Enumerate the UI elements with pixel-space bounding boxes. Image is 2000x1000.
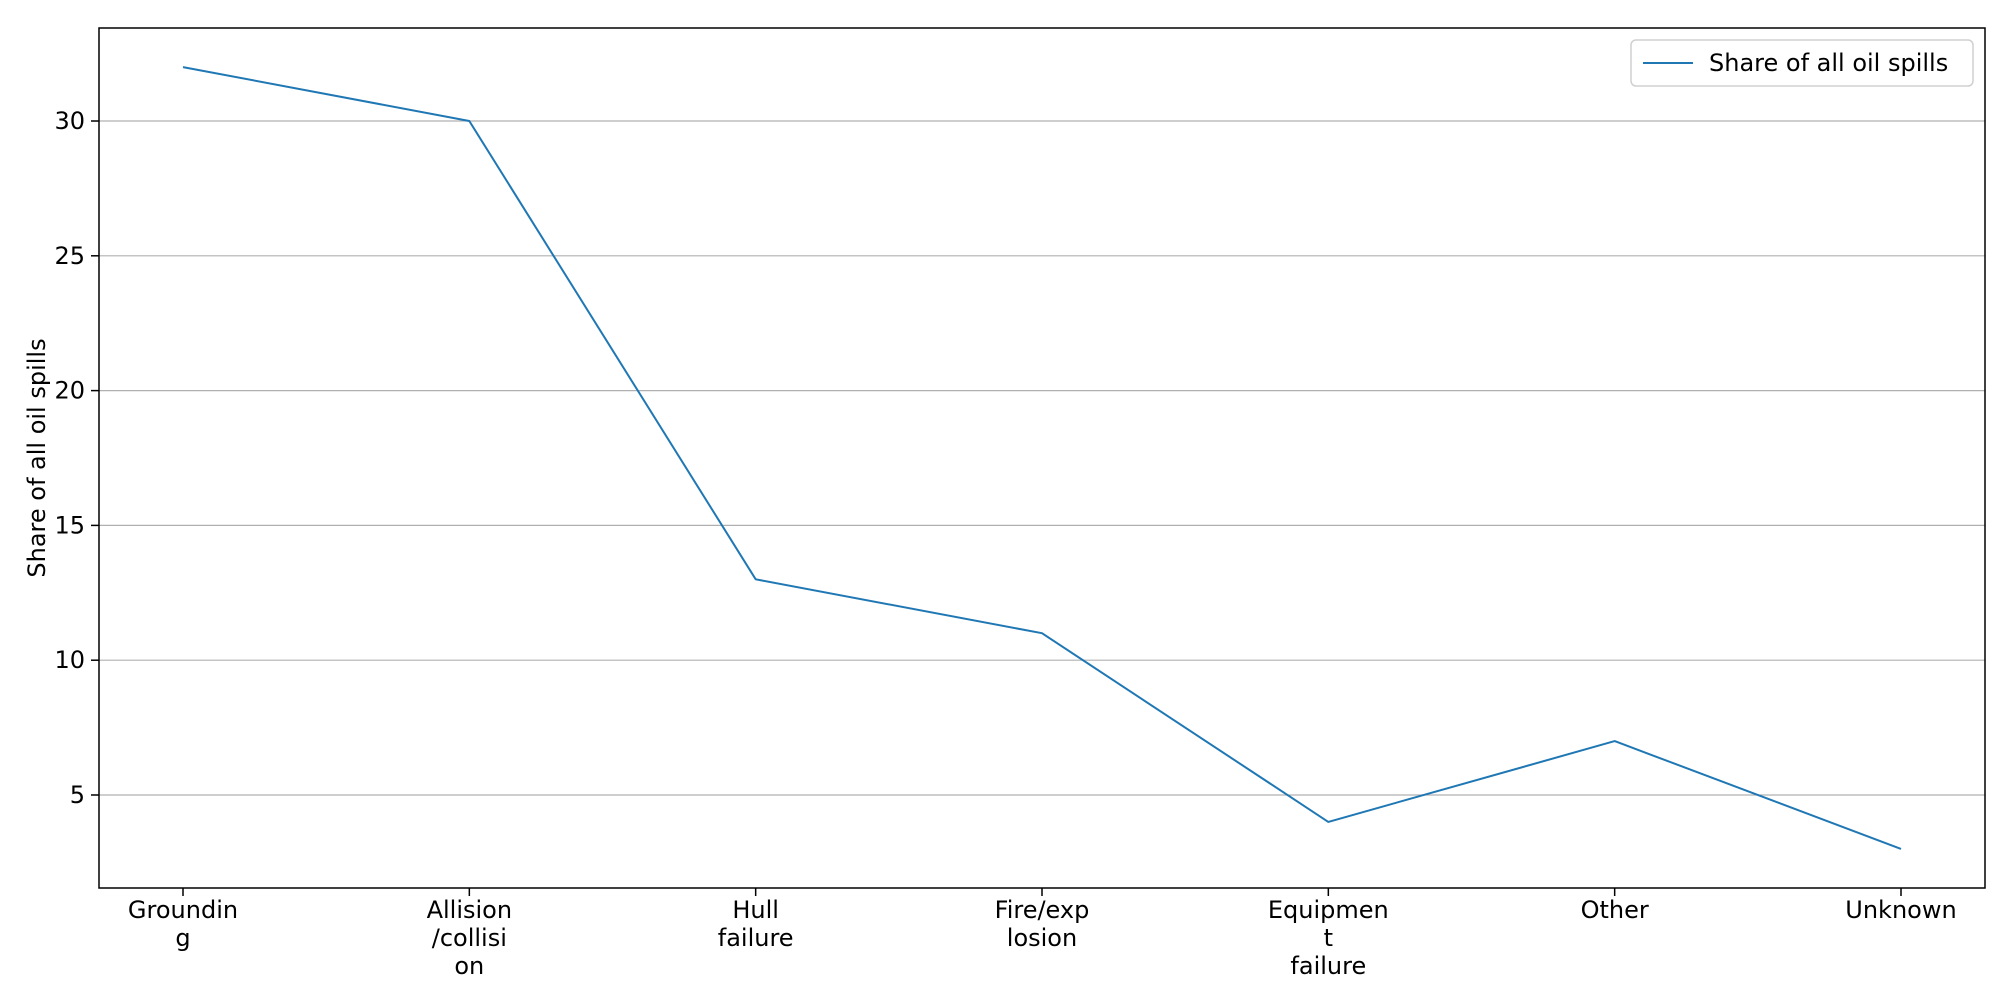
x-tick-label: Groundin g bbox=[128, 896, 238, 952]
x-axis: Groundin g Allision/collisi on Hull failure Fi… bbox=[128, 888, 1957, 980]
y-tick-label: 30 bbox=[54, 107, 85, 135]
x-tick-label: Other bbox=[1581, 896, 1649, 924]
y-tick-label: 15 bbox=[54, 511, 85, 539]
y-axis: 5 10 15 20 25 30 bbox=[54, 107, 99, 809]
x-tick-label: Unknown bbox=[1845, 896, 1956, 924]
x-tick-label: Allision/collisi on bbox=[427, 896, 513, 980]
legend-box bbox=[1630, 39, 1974, 87]
series-line bbox=[182, 66, 1902, 850]
x-tick-label: Equipmen t failure bbox=[1268, 896, 1389, 980]
y-tick-label: 5 bbox=[70, 781, 85, 809]
x-tick-label: Fire/exp losion bbox=[995, 896, 1090, 952]
x-tick-label: Hull failure bbox=[718, 896, 794, 952]
plot-frame bbox=[98, 27, 1986, 889]
y-tick-label: 20 bbox=[54, 377, 85, 405]
y-tick-label: 10 bbox=[54, 646, 85, 674]
legend-entry-label: Share of all oil spills bbox=[1709, 49, 1948, 77]
legend: Share of all oil spills bbox=[1630, 39, 1974, 87]
y-tick-label: 25 bbox=[54, 242, 85, 270]
y-gridlines bbox=[99, 120, 1985, 796]
y-axis-title: Share of all oil spills bbox=[23, 338, 51, 577]
series-layer bbox=[182, 66, 1902, 850]
